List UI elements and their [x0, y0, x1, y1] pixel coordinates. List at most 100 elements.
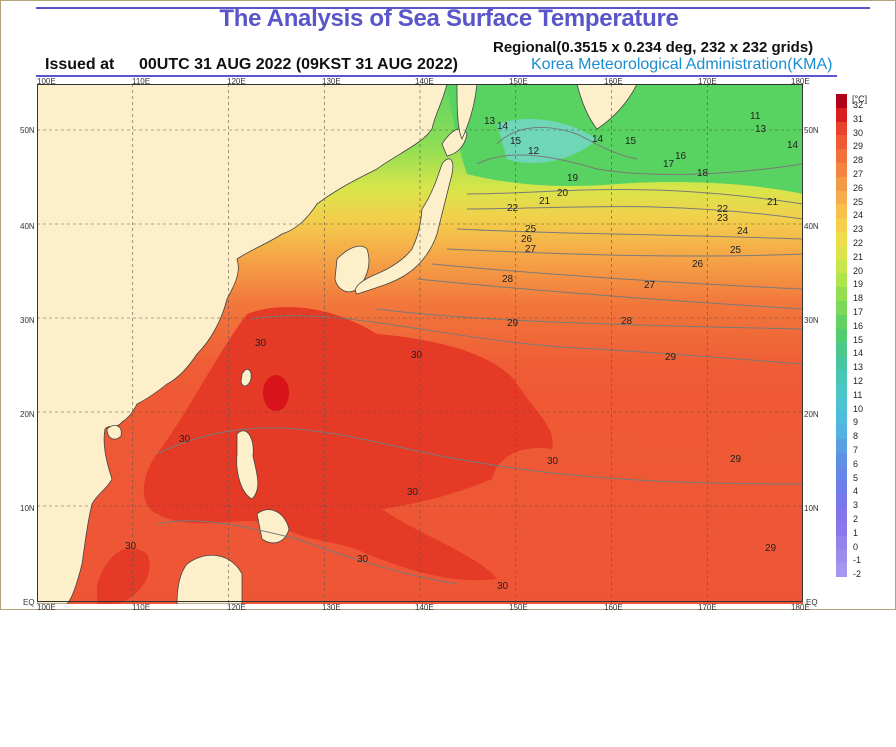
- contour-label-29d: 29: [765, 543, 777, 554]
- contour-label-15b: 15: [625, 136, 637, 147]
- colorbar-tick-label: 28: [853, 155, 864, 166]
- contour-label-25: 25: [730, 245, 742, 256]
- contour-label-30d: 30: [125, 541, 137, 552]
- colorbar-tick-label: 22: [853, 238, 864, 248]
- colorbar-swatch: [836, 342, 847, 357]
- colorbar-swatch: [836, 218, 847, 232]
- graticule: [37, 84, 803, 604]
- contour-label-26b: 26: [521, 234, 533, 245]
- lat-label-left-20n: 20N: [20, 410, 35, 419]
- contour-label-30a: 30: [411, 350, 423, 361]
- isotherm-lines: [156, 126, 803, 585]
- colorbar-swatch: [836, 176, 847, 191]
- contour-label-21b: 21: [539, 196, 551, 207]
- colorbar-tick-label: 17: [853, 307, 864, 317]
- contour-label-12: 12: [528, 146, 540, 157]
- colorbar-tick-label: 8: [853, 431, 859, 442]
- sst-map: 13 14 15 12 11 13 14 14 15 16 17 18 21 2…: [37, 84, 803, 604]
- header-rule-top: [36, 7, 870, 9]
- lat-label-left-eq: EQ: [23, 598, 35, 607]
- lat-label-left-10n: 10N: [20, 504, 35, 513]
- colorbar-swatch: [836, 383, 847, 398]
- contour-label-19: 19: [567, 173, 579, 184]
- colorbar-swatch: [836, 507, 847, 522]
- colorbar-swatch: [836, 466, 847, 481]
- chart-title: The Analysis of Sea Surface Temperature: [219, 5, 679, 32]
- colorbar-swatch: [836, 494, 847, 508]
- colorbar-swatch: [836, 135, 847, 150]
- lon-label-top-130e: 130E: [322, 77, 341, 86]
- lon-label-bottom-180e: 180E: [791, 603, 810, 612]
- colorbar-swatch: [836, 287, 847, 301]
- contour-label-29: 29: [665, 352, 677, 363]
- colorbar-tick-label: 30: [853, 127, 864, 138]
- colorbar-swatch: [836, 149, 847, 163]
- colorbar-unit: [°C]: [852, 94, 868, 104]
- lon-label-bottom-100e: 100E: [37, 603, 56, 612]
- colorbar-tick-label: 26: [853, 182, 864, 193]
- lon-label-bottom-170e: 170E: [698, 603, 717, 612]
- contour-label-29c: 29: [730, 454, 742, 465]
- lat-label-left-30n: 30N: [20, 316, 35, 325]
- colorbar-tick-label: 21: [853, 251, 864, 262]
- colorbar-swatch: [836, 121, 847, 136]
- lon-label-bottom-110e: 110E: [132, 603, 151, 612]
- colorbar-tick-label: 32: [853, 100, 864, 110]
- hot-spot-east-of-taiwan: [263, 375, 289, 411]
- lat-label-right-eq: EQ: [806, 598, 818, 607]
- lat-label-right-50n: 50N: [804, 126, 819, 135]
- contour-label-15: 15: [510, 136, 522, 147]
- colorbar-swatch: [836, 300, 847, 315]
- lon-label-bottom-120e: 120E: [227, 603, 246, 612]
- cold-region: [447, 84, 803, 194]
- lon-label-top-180e: 180E: [791, 77, 810, 86]
- contour-label-29b: 29: [507, 318, 519, 329]
- colorbar-tick-label: 24: [853, 210, 864, 221]
- colorbar-swatch: [836, 190, 847, 205]
- colorbar-swatch: [836, 328, 847, 343]
- contour-label-18: 18: [697, 168, 709, 179]
- lon-label-top-150e: 150E: [509, 77, 528, 86]
- lon-label-top-120e: 120E: [227, 77, 246, 86]
- contour-label-27b: 27: [525, 244, 537, 255]
- grid-info: Regional(0.3515 x 0.234 deg, 232 x 232 g…: [493, 39, 814, 56]
- colorbar-tick-label: 16: [853, 320, 864, 331]
- colorbar-tick-label: 1: [853, 527, 859, 538]
- colorbar-swatch: [836, 369, 847, 384]
- colorbar-swatch: [836, 563, 847, 577]
- colorbar-swatch: [836, 521, 847, 536]
- warm-core-south: [97, 548, 150, 604]
- colorbar-swatch: [836, 480, 847, 495]
- colorbar-tick-label: 15: [853, 334, 864, 345]
- lat-label-left-50n: 50N: [20, 126, 35, 135]
- contour-label-30g: 30: [547, 456, 559, 467]
- colorbar-tick-label: 14: [853, 348, 864, 359]
- contour-label-27: 27: [644, 280, 656, 291]
- colorbar-swatch: [836, 356, 847, 370]
- contour-label-30h: 30: [255, 338, 267, 349]
- contour-label-26: 26: [692, 259, 704, 270]
- colorbar-swatch: [836, 397, 847, 412]
- colorbar-swatch: [836, 204, 847, 219]
- hainan-land: [106, 425, 122, 440]
- issued-time: 00UTC 31 AUG 2022 (09KST 31 AUG 2022): [139, 56, 458, 73]
- contour-label-28b: 28: [502, 274, 514, 285]
- header-rule-mid: [36, 75, 837, 77]
- lon-label-top-160e: 160E: [604, 77, 623, 86]
- lon-label-bottom-140e: 140E: [415, 603, 434, 612]
- kamchatka-land: [576, 84, 638, 130]
- colorbar-swatch: [836, 425, 847, 439]
- contour-label-23: 23: [717, 213, 729, 224]
- contour-label-25b: 25: [525, 224, 537, 235]
- lon-label-bottom-160e: 160E: [604, 603, 623, 612]
- contour-label-14b: 14: [787, 140, 799, 151]
- lon-label-bottom-130e: 130E: [322, 603, 341, 612]
- colorbar-swatch: [836, 273, 847, 288]
- colorbar-tick-label: 23: [853, 224, 864, 235]
- lat-label-right-10n: 10N: [804, 504, 819, 513]
- colorbar-tick-label: 12: [853, 376, 864, 386]
- colorbar-tick-label: 31: [853, 113, 864, 124]
- colorbar-swatch: [836, 535, 847, 550]
- contour-label-14: 14: [497, 121, 509, 132]
- contour-label-30e: 30: [357, 554, 369, 565]
